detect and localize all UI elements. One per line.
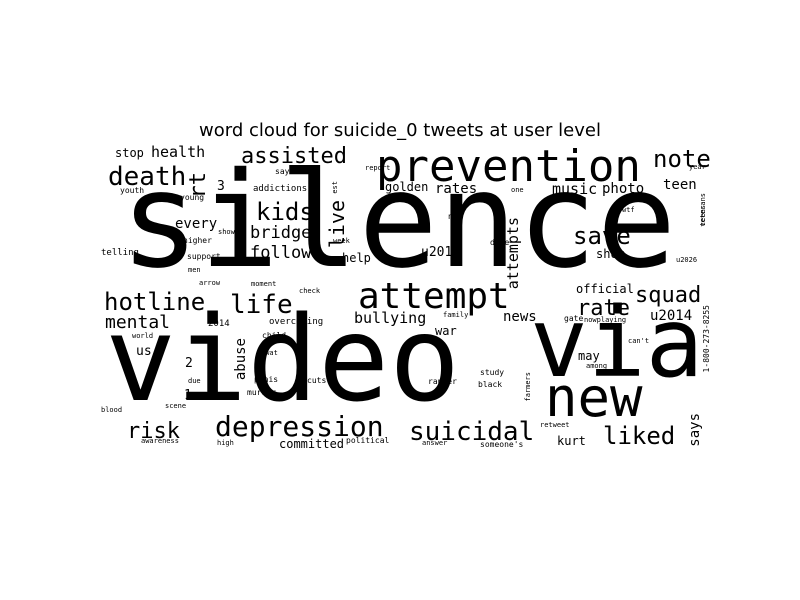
- word-attempt: attempt: [358, 276, 510, 317]
- word-family: family: [443, 311, 469, 319]
- word-higher: higher: [183, 236, 212, 245]
- word-death: death: [108, 162, 187, 192]
- word-risk: risk: [127, 419, 180, 444]
- word-support: support: [187, 252, 221, 261]
- word-black: black: [478, 380, 503, 389]
- word-3: 3: [217, 179, 225, 194]
- word-note: note: [653, 145, 711, 173]
- word-us: us: [136, 344, 152, 359]
- word-prevention: prevention: [376, 145, 641, 192]
- word-every: every: [175, 216, 218, 232]
- word-wtf: wtf: [622, 206, 635, 214]
- word-suicidal: suicidal: [409, 417, 535, 447]
- word-life: life: [230, 290, 293, 320]
- word-cuts: cuts: [307, 376, 327, 385]
- word-depression: depression: [215, 410, 384, 443]
- word-2014: 2014: [208, 319, 230, 329]
- word-rapper: rapper: [428, 377, 457, 386]
- word-assisted: assisted: [241, 145, 347, 169]
- word-report: report: [365, 164, 391, 172]
- word-committed: committed: [279, 437, 345, 451]
- word-check: check: [299, 287, 321, 295]
- word-golden: golden: [385, 180, 429, 194]
- word-penis: penis: [254, 375, 279, 384]
- word-new: new: [545, 366, 643, 429]
- word-2: 2: [185, 356, 193, 371]
- word-photo: photo: [602, 181, 645, 197]
- word-hotline: hotline: [104, 288, 206, 316]
- word-np: np: [448, 212, 458, 221]
- word-political: political: [346, 436, 390, 445]
- word-child: child: [262, 331, 287, 340]
- word-men: men: [188, 266, 201, 274]
- word-one: one: [511, 186, 524, 194]
- word-telling: telling: [101, 248, 139, 258]
- word-attempts: attempts: [504, 217, 522, 290]
- word-bullying: bullying: [354, 309, 427, 327]
- word-official: official: [576, 282, 634, 296]
- word-addictions: addictions: [253, 184, 308, 194]
- word-u2013: u2013: [421, 245, 461, 260]
- word-1-800-273-8255: 1-800-273-8255: [702, 305, 711, 373]
- word-rate: rate: [577, 296, 630, 321]
- word-bridge: bridge: [250, 223, 312, 243]
- word-u2026: u2026: [676, 256, 698, 264]
- word-week: week: [333, 237, 350, 245]
- word-silence: silence: [120, 145, 677, 298]
- word-say: say: [275, 167, 290, 176]
- word-kurt: kurt: [557, 434, 586, 448]
- word-war: war: [435, 324, 457, 338]
- word-overcoming: overcoming: [269, 317, 324, 327]
- word-year: year: [689, 163, 706, 171]
- word-study: study: [480, 368, 505, 377]
- word-farmers: farmers: [524, 372, 532, 402]
- word-show: show: [218, 228, 235, 236]
- word-cloud: silence video via prevention attempt new depre…: [100, 145, 720, 455]
- word-1: 1: [184, 388, 192, 403]
- word-follow: follow: [250, 243, 312, 263]
- word-among: among: [586, 362, 608, 370]
- word-murder: murder: [247, 388, 276, 397]
- word-rates: rates: [435, 181, 478, 197]
- word-est: est: [331, 181, 339, 194]
- word-youth: youth: [120, 186, 145, 195]
- word-someone-s: someone's: [480, 440, 524, 449]
- word-save: save: [573, 222, 631, 250]
- word-abuse: abuse: [233, 338, 249, 381]
- word-says: says: [687, 413, 703, 447]
- word-blood: blood: [101, 406, 123, 414]
- word-health: health: [151, 145, 206, 161]
- word-high: high: [217, 439, 234, 447]
- word-liked: liked: [603, 422, 676, 450]
- word-due: due: [188, 377, 201, 385]
- word-answer: answer: [422, 439, 448, 447]
- word-news: news: [503, 309, 537, 325]
- word-u2014: u2014: [650, 308, 693, 324]
- word-stop: stop: [115, 146, 144, 160]
- word-scene: scene: [165, 402, 187, 410]
- word-dive: dive: [490, 238, 510, 247]
- word-video: video: [105, 290, 461, 428]
- word-via: via: [530, 287, 704, 399]
- word-swat: swat: [261, 349, 278, 357]
- word-mental: mental: [105, 312, 171, 333]
- word-can-t: can't: [628, 337, 650, 345]
- word-arrow: arrow: [199, 279, 221, 287]
- word-retweet: retweet: [540, 421, 570, 429]
- word-nowplaying: nowplaying: [584, 316, 627, 324]
- word-shot: shot: [596, 247, 625, 261]
- word-help: help: [342, 251, 371, 265]
- word-young: young: [180, 193, 205, 202]
- word-music: music: [552, 180, 598, 198]
- word-world: world: [132, 332, 154, 340]
- word-awareness: awareness: [141, 437, 179, 445]
- chart-title: word cloud for suicide_0 tweets at user …: [199, 120, 601, 141]
- word-teens: teens: [699, 205, 707, 227]
- word-kids: kids: [256, 198, 314, 226]
- word-squad: squad: [635, 283, 702, 308]
- word-teen: teen: [663, 177, 697, 193]
- word-may: may: [578, 349, 600, 363]
- word-moment: moment: [251, 280, 277, 288]
- word-gate: gate: [564, 314, 584, 323]
